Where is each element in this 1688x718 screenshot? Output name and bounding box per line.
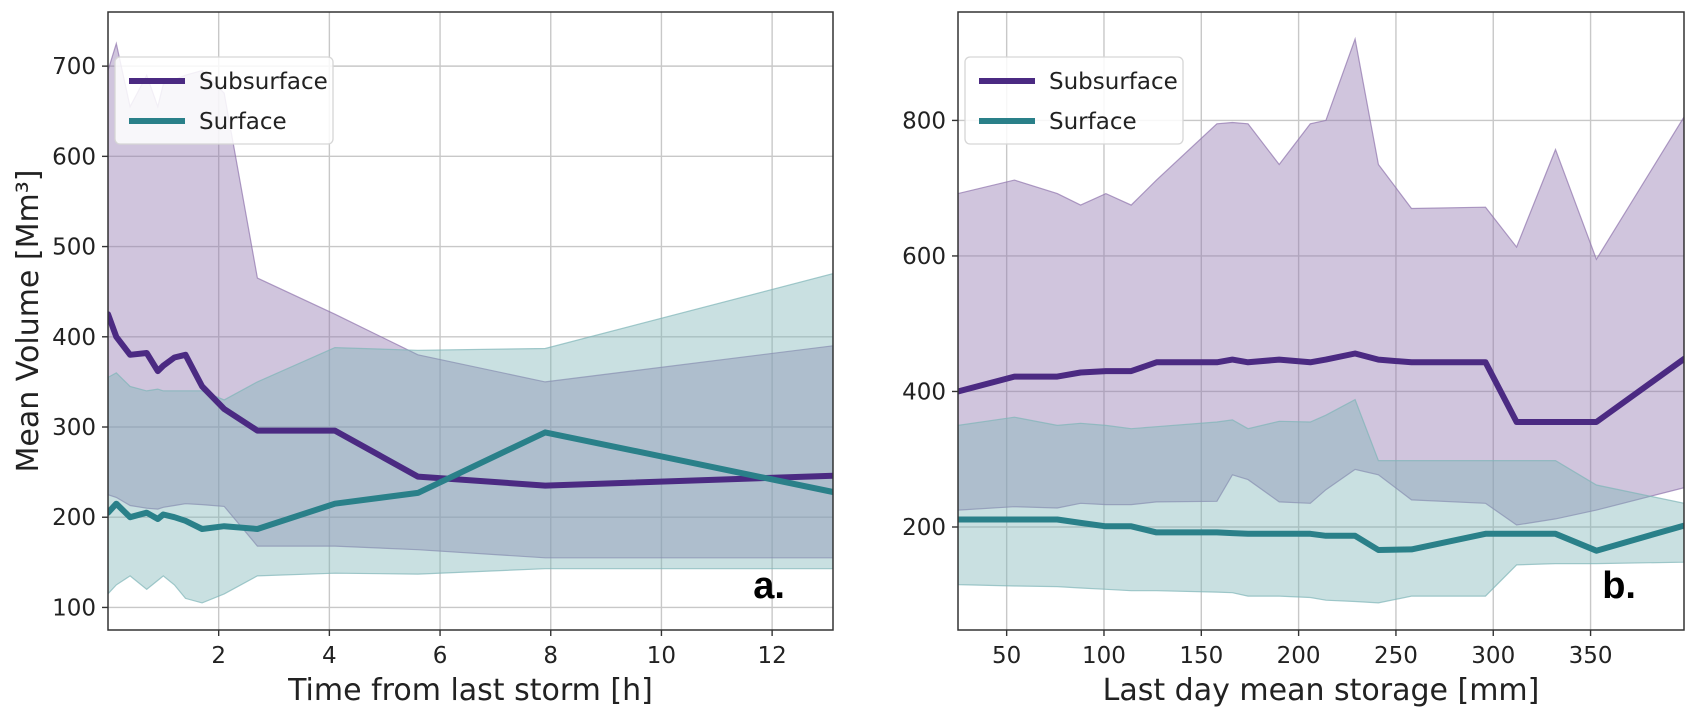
- x-tick-label: 150: [1179, 643, 1223, 669]
- y-tick-label: 300: [52, 415, 96, 441]
- y-tick-label: 800: [902, 108, 946, 134]
- x-tick-label: 2: [211, 643, 226, 669]
- x-tick-label: 200: [1277, 643, 1321, 669]
- plot-area: [958, 36, 1684, 604]
- legend: Subsurface Surface: [964, 56, 1184, 145]
- legend-label-subsurface: Subsurface: [1049, 69, 1178, 95]
- panel-label: a.: [753, 565, 785, 607]
- y-tick-label: 400: [52, 325, 96, 351]
- y-tick-label: 100: [52, 595, 96, 621]
- x-tick-label: 350: [1569, 643, 1613, 669]
- line-subsurface: [108, 311, 833, 489]
- y-tick-label: 500: [52, 235, 96, 261]
- y-tick-label: 700: [52, 54, 96, 80]
- band-surface: [958, 398, 1684, 604]
- legend: Subsurface Surface: [114, 56, 334, 145]
- y-axis-label: Mean Volume [Mm³]: [11, 170, 46, 473]
- line-surface: [958, 516, 1684, 554]
- band-subsurface: [958, 36, 1684, 526]
- line-subsurface: [958, 350, 1684, 425]
- plot-frame: [957, 11, 1685, 631]
- x-axis-label: Time from last storm [h]: [287, 673, 653, 708]
- x-tick-label: 8: [543, 643, 558, 669]
- y-tick-label: 400: [902, 379, 946, 405]
- plot-frame: [107, 11, 834, 631]
- y-tick-label: 600: [52, 144, 96, 170]
- y-tick-label: 200: [52, 505, 96, 531]
- x-tick-label: 100: [1082, 643, 1126, 669]
- x-tick-label: 250: [1374, 643, 1418, 669]
- x-axis-label: Last day mean storage [mm]: [1103, 673, 1540, 708]
- x-tick-label: 4: [322, 643, 337, 669]
- line-surface: [108, 429, 833, 532]
- y-tick-label: 600: [902, 244, 946, 270]
- panel-b: 50 100 150 200 250 300 350 200 400 600 800 Last day…: [902, 11, 1685, 708]
- x-tick-label: 50: [992, 643, 1021, 669]
- x-tick-label: 300: [1471, 643, 1515, 669]
- panel-label: b.: [1602, 565, 1636, 607]
- legend-label-surface: Surface: [199, 109, 287, 135]
- x-tick-label: 6: [433, 643, 448, 669]
- y-tick-label: 200: [902, 515, 946, 541]
- x-tick-label: 10: [647, 643, 676, 669]
- panel-a: 2 4 6 8 10 12 100 200 300 400 500 600 700 Time from l…: [11, 11, 834, 708]
- legend-label-subsurface: Subsurface: [199, 69, 328, 95]
- x-tick-label: 12: [757, 643, 786, 669]
- legend-label-surface: Surface: [1049, 109, 1137, 135]
